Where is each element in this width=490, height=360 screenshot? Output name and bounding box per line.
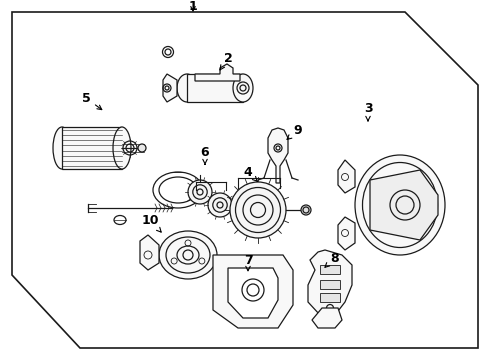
Ellipse shape bbox=[113, 127, 131, 169]
Ellipse shape bbox=[301, 205, 311, 215]
Polygon shape bbox=[338, 217, 355, 250]
Text: 1: 1 bbox=[189, 0, 197, 13]
Ellipse shape bbox=[355, 155, 445, 255]
Bar bbox=[320, 293, 340, 302]
Polygon shape bbox=[338, 160, 355, 193]
Polygon shape bbox=[228, 268, 278, 318]
Text: 4: 4 bbox=[244, 166, 257, 181]
Ellipse shape bbox=[230, 182, 286, 238]
Polygon shape bbox=[163, 74, 177, 102]
Text: 6: 6 bbox=[201, 145, 209, 164]
Ellipse shape bbox=[177, 74, 197, 102]
Text: 7: 7 bbox=[244, 253, 252, 271]
Text: 9: 9 bbox=[287, 123, 302, 139]
Ellipse shape bbox=[233, 74, 253, 102]
Ellipse shape bbox=[159, 231, 217, 279]
Bar bbox=[320, 280, 340, 289]
Polygon shape bbox=[140, 235, 159, 270]
Ellipse shape bbox=[188, 180, 212, 204]
Text: 2: 2 bbox=[220, 51, 232, 70]
Ellipse shape bbox=[138, 144, 146, 152]
Polygon shape bbox=[213, 255, 293, 328]
Text: 5: 5 bbox=[82, 91, 102, 109]
Ellipse shape bbox=[208, 193, 232, 217]
Text: 10: 10 bbox=[141, 213, 161, 232]
Polygon shape bbox=[370, 170, 438, 240]
Bar bbox=[320, 265, 340, 274]
Polygon shape bbox=[12, 12, 478, 348]
Polygon shape bbox=[195, 64, 240, 81]
Text: 3: 3 bbox=[364, 102, 372, 121]
Ellipse shape bbox=[53, 127, 71, 169]
Polygon shape bbox=[308, 250, 352, 315]
Polygon shape bbox=[312, 308, 342, 328]
Bar bbox=[187, 74, 243, 102]
Text: 8: 8 bbox=[325, 252, 339, 267]
Bar bbox=[62, 127, 122, 169]
Polygon shape bbox=[268, 128, 288, 183]
